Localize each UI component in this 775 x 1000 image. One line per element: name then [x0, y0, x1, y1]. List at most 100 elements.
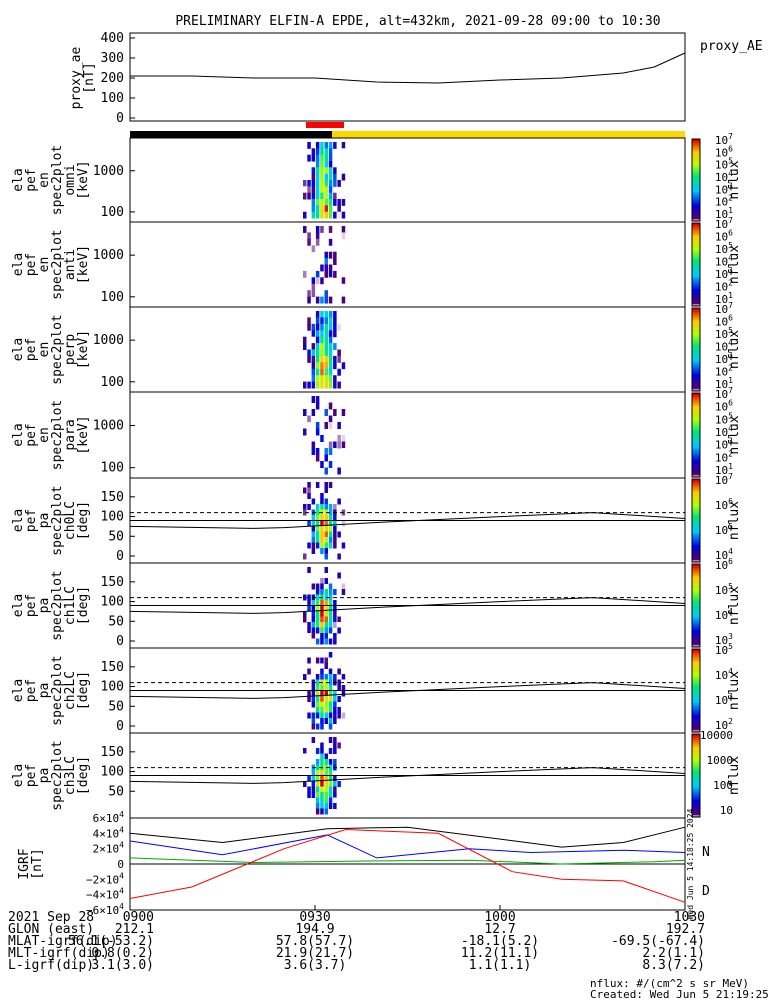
- spectrogram-cell: [328, 238, 333, 246]
- colorbar-tick-label: 102: [715, 194, 733, 209]
- spectrogram-cell: [324, 330, 328, 338]
- colorbar-segment: [692, 161, 700, 165]
- spectrogram-cell: [328, 685, 333, 691]
- colorbar-segment: [692, 216, 700, 220]
- colorbar-segment: [692, 481, 700, 484]
- spectrogram-cell: [303, 409, 307, 416]
- spectrogram-cell: [341, 211, 346, 219]
- pitch-angle-ytick-label: 50: [108, 614, 124, 629]
- spectrogram-cell: [315, 781, 320, 787]
- spectrogram-cell: [311, 199, 316, 206]
- colorbar-segment: [692, 765, 700, 768]
- spectrogram-cell: [328, 336, 333, 344]
- spectrogram-cell: [315, 277, 320, 285]
- colorbar-segment: [692, 293, 700, 297]
- colorbar-segment: [692, 177, 700, 181]
- spectrogram-cell: [315, 679, 320, 686]
- spectrogram-cell: [328, 797, 333, 804]
- spectrogram-cell: [328, 161, 333, 168]
- spectrogram-cell: [341, 296, 346, 304]
- spectrogram-cell: [333, 605, 337, 612]
- igrf-legend-d: D: [702, 884, 710, 899]
- spectrogram-cell: [328, 537, 333, 543]
- spectrogram-cell: [337, 336, 341, 344]
- colorbar-tick-label: 104: [715, 667, 733, 682]
- colorbar-segment: [692, 337, 700, 340]
- colorbar-segment: [692, 584, 700, 588]
- spectrogram-cell: [337, 148, 341, 156]
- colorbar-segment: [692, 254, 700, 257]
- spectrogram-cell: [337, 542, 341, 549]
- spectrogram-cell: [311, 205, 316, 213]
- colorbar-segment: [692, 721, 700, 725]
- spectrogram-cell: [324, 180, 328, 187]
- spectrogram-cell: [337, 381, 341, 389]
- colorbar-segment: [692, 675, 700, 679]
- colorbar-segment: [692, 289, 700, 293]
- colorbar-segment: [692, 347, 700, 351]
- spectrogram-cell: [315, 515, 320, 521]
- spectrogram-cell: [320, 161, 324, 168]
- spectrogram-cell: [315, 526, 320, 532]
- colorbar-segment: [692, 451, 700, 455]
- colorbar-segment: [692, 218, 700, 222]
- spectrogram-cell: [307, 296, 311, 304]
- spectrogram-cell: [315, 448, 320, 455]
- footer-cell: 194.9: [295, 922, 334, 937]
- spectrogram-cell: [315, 707, 320, 713]
- spectrogram-cell: [320, 753, 324, 760]
- spectrogram-cell: [328, 180, 333, 187]
- colorbar-tick-label: 103: [715, 181, 733, 196]
- spectrogram-cell: [320, 792, 324, 798]
- igrf-line-total: [129, 826, 686, 848]
- spectrogram-ylabel: en: [37, 342, 52, 358]
- colorbar-segment: [692, 274, 700, 278]
- spectrogram-cell: [328, 330, 333, 338]
- colorbar-segment: [692, 653, 700, 656]
- spectrogram-cell: [311, 186, 316, 194]
- colorbar-segment: [692, 769, 700, 772]
- spectrogram-cell: [324, 448, 328, 455]
- spectrogram-cell: [328, 526, 333, 532]
- spectrogram-cell: [324, 605, 328, 612]
- spectrogram-cell: [324, 520, 328, 527]
- colorbar-segment: [692, 597, 700, 600]
- spectrogram-cell: [315, 764, 320, 771]
- spectrogram-ylabel: spec2plot: [50, 740, 65, 810]
- spectrogram-cell: [324, 487, 328, 494]
- spectrogram-cell: [303, 296, 307, 304]
- spectrogram-cell: [311, 258, 316, 266]
- spectrogram-cell: [324, 775, 328, 782]
- spectrogram-ylabel: ch1LC: [63, 586, 78, 625]
- spectrogram-cell: [311, 696, 316, 702]
- spectrogram-cell: [328, 690, 333, 697]
- proxy-ae-frame: [129, 32, 686, 122]
- spectrogram-cell: [303, 737, 307, 743]
- spectrogram-cell: [315, 803, 320, 809]
- colorbar-label: nflux: [727, 501, 742, 540]
- spectrogram-cell: [307, 504, 311, 510]
- spectrogram-cell: [307, 520, 311, 527]
- colorbar-segment: [692, 416, 700, 419]
- spectrogram-cell: [324, 701, 328, 708]
- colorbar-segment: [692, 355, 700, 359]
- colorbar-segment: [692, 239, 700, 243]
- spectrogram-cell: [320, 515, 324, 521]
- spectrogram-cell: [311, 542, 316, 549]
- spectrogram-cell: [311, 290, 316, 298]
- spectrogram-cell: [303, 701, 307, 708]
- colorbar-segment: [692, 657, 700, 660]
- spectrogram-cell: [337, 498, 341, 505]
- spectrogram-cell: [311, 781, 316, 787]
- spectrogram-cell: [337, 323, 341, 331]
- spectrogram-cell: [320, 542, 324, 549]
- colorbar-segment: [692, 771, 700, 775]
- spectrogram-cell: [315, 349, 320, 357]
- colorbar-segment: [692, 312, 700, 315]
- spectrogram-cell: [337, 627, 341, 634]
- spectrogram-cell: [307, 454, 311, 462]
- spectrogram-ylabel: para: [63, 419, 78, 450]
- spectrogram-cell: [320, 167, 324, 175]
- spectrogram-cell: [320, 707, 324, 713]
- colorbar-segment: [692, 155, 700, 159]
